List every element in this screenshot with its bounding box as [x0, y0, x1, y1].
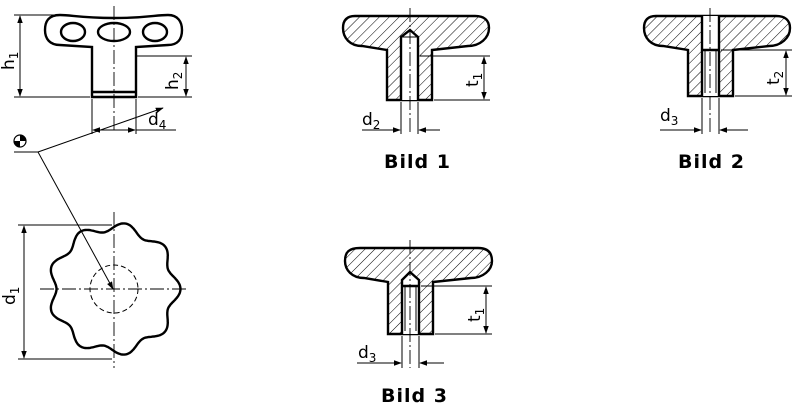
figure-3 [343, 240, 494, 368]
label-t1-fig1: t1 [463, 73, 485, 87]
figure-2 [642, 8, 792, 134]
label-h2: h2 [163, 72, 185, 90]
caption-bild-2: Bild 2 [678, 151, 745, 173]
side-view [14, 6, 192, 134]
material-symbol-icon [13, 134, 38, 153]
label-h1: h1 [0, 52, 21, 70]
label-d4: d4 [148, 110, 166, 132]
label-d3-fig2: d3 [660, 106, 678, 128]
finger-hole-left [59, 21, 87, 43]
label-t1-fig3: t1 [465, 308, 487, 322]
caption-bild-1: Bild 1 [384, 151, 451, 173]
label-t2: t2 [764, 71, 786, 85]
fig1-bore [401, 30, 418, 100]
fig2-bore [702, 16, 719, 96]
caption-bild-3: Bild 3 [381, 385, 448, 406]
label-d3-fig3: d3 [358, 343, 376, 365]
lobed-outline [49, 222, 182, 356]
top-view [18, 212, 188, 368]
figure-1 [341, 8, 491, 134]
label-d2: d2 [362, 110, 380, 132]
fig3-bore [402, 272, 419, 334]
leader-to-top-view [37, 151, 114, 290]
label-d1: d1 [0, 287, 22, 305]
finger-hole-right [141, 21, 169, 43]
leader-to-side-view [37, 107, 164, 153]
